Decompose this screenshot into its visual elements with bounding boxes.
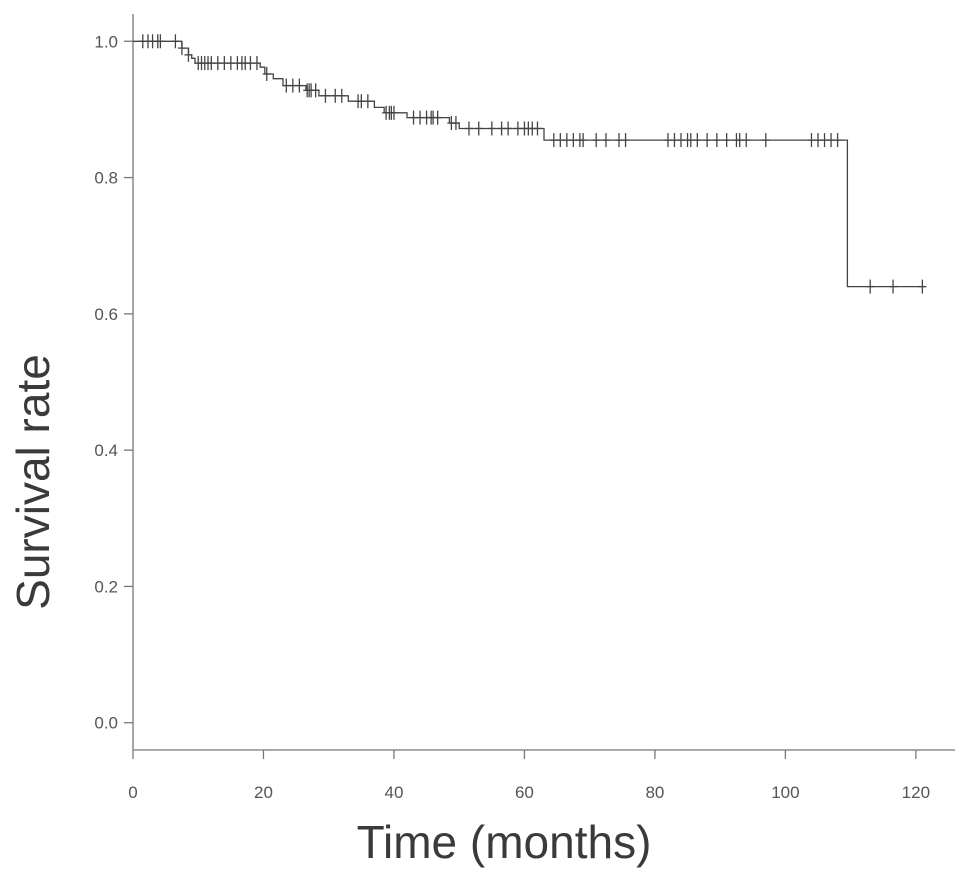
y-tick-label: 0.4: [94, 441, 118, 460]
x-tick-label: 120: [902, 783, 930, 802]
x-ticks: 0 20 40 60 80 100 120: [128, 750, 930, 802]
y-tick-label: 1.0: [94, 32, 118, 51]
censor-marks: [138, 34, 927, 294]
x-tick-label: 80: [645, 783, 664, 802]
censor-mark: [451, 116, 460, 131]
y-axis-title: Survival rate: [7, 354, 59, 610]
censor-mark: [262, 66, 271, 81]
plot-area: [133, 34, 927, 294]
censor-mark: [722, 133, 731, 148]
censor-mark: [464, 121, 473, 136]
censor-mark: [337, 88, 346, 103]
y-ticks: 0.0 0.2 0.4 0.6 0.8 1.0: [94, 32, 133, 733]
censor-mark: [252, 56, 261, 71]
censor-mark: [156, 34, 165, 49]
censor-mark: [712, 133, 721, 148]
censor-mark: [761, 133, 770, 148]
censor-mark: [177, 41, 186, 56]
censor-mark: [621, 133, 630, 148]
y-tick-label: 0.6: [94, 305, 118, 324]
censor-mark: [321, 88, 330, 103]
censor-mark: [703, 133, 712, 148]
censor-mark: [866, 279, 875, 294]
survival-curve: [133, 40, 926, 288]
censor-mark: [889, 279, 898, 294]
censor-mark: [742, 133, 751, 148]
censor-mark: [533, 121, 542, 136]
x-tick-label: 0: [128, 783, 137, 802]
y-tick-label: 0.0: [94, 714, 118, 733]
censor-mark: [579, 133, 588, 148]
censor-mark: [592, 133, 601, 148]
x-tick-label: 100: [771, 783, 799, 802]
censor-mark: [363, 94, 372, 109]
x-tick-label: 20: [254, 783, 273, 802]
censor-mark: [295, 78, 304, 93]
y-tick-label: 0.2: [94, 577, 118, 596]
censor-mark: [433, 110, 442, 125]
x-tick-label: 60: [515, 783, 534, 802]
censor-mark: [693, 133, 702, 148]
censor-mark: [184, 47, 193, 62]
censor-mark: [504, 121, 513, 136]
x-tick-label: 40: [384, 783, 403, 802]
censor-mark: [918, 279, 927, 294]
censor-mark: [389, 105, 398, 120]
censor-mark: [171, 34, 180, 49]
x-axis-title: Time (months): [357, 816, 652, 868]
y-tick-label: 0.8: [94, 169, 118, 188]
axes: 0.0 0.2 0.4 0.6 0.8 1.0 0 20 40 60 80 100 120: [94, 14, 955, 802]
censor-mark: [474, 121, 483, 136]
censor-mark: [311, 83, 320, 98]
censor-mark: [601, 133, 610, 148]
censor-mark: [487, 121, 496, 136]
censor-mark: [833, 133, 842, 148]
